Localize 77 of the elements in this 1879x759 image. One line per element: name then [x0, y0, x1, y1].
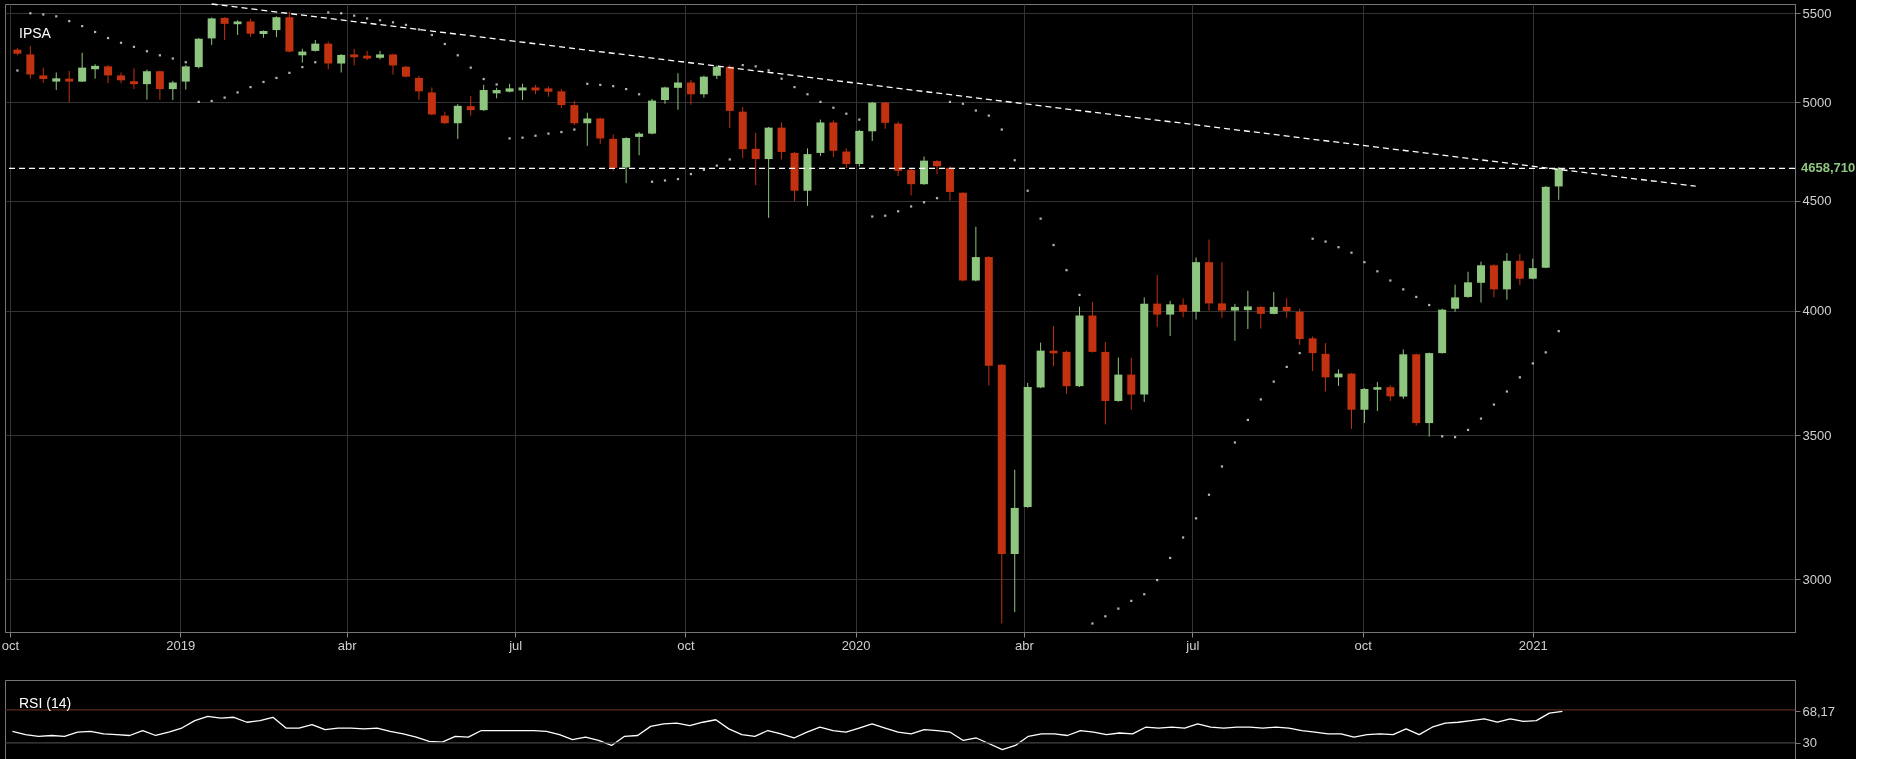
candlestick — [570, 100, 579, 126]
x-tick-label: abr — [1015, 637, 1035, 653]
candlestick — [933, 159, 942, 175]
candlestick — [155, 70, 164, 101]
ref-line-label: 4658,710 — [1801, 160, 1856, 176]
y-tick-label: 5500 — [1802, 5, 1832, 21]
candlestick — [1282, 297, 1291, 319]
candlestick — [220, 16, 229, 41]
x-tick-label: abr — [337, 637, 358, 653]
candlestick — [453, 103, 462, 140]
x-tick-label: 2020 — [841, 637, 871, 653]
candlestick — [466, 95, 475, 117]
y-tick-label: 4000 — [1802, 303, 1832, 319]
candlestick — [246, 18, 255, 38]
candlestick — [557, 88, 566, 109]
candlestick — [1217, 261, 1226, 319]
candlestick — [65, 70, 74, 103]
candlestick — [1230, 303, 1239, 342]
candlestick — [881, 101, 890, 130]
candlestick — [1243, 290, 1252, 330]
candlestick — [842, 147, 851, 169]
x-tick-label: oct — [1354, 637, 1373, 653]
line-series — [11, 710, 1564, 751]
y-tick-label: 30 — [1802, 735, 1817, 751]
x-tick-label: jul — [1185, 637, 1200, 653]
candlestick — [1179, 297, 1188, 318]
candlestick — [635, 131, 644, 156]
text: RSI (14) — [19, 695, 72, 711]
candlestick — [1127, 357, 1136, 411]
y-tick-label: 5000 — [1802, 94, 1832, 110]
candlestick — [427, 86, 436, 116]
candlestick — [920, 155, 929, 186]
candlestick — [1515, 253, 1524, 286]
candlestick — [142, 69, 151, 101]
candlestick — [1321, 342, 1330, 392]
x-tick-label: 2021 — [1518, 637, 1548, 653]
candlestick — [1360, 387, 1369, 424]
candlestick — [583, 112, 592, 147]
candlestick — [673, 72, 682, 111]
candlestick — [1373, 381, 1382, 412]
candlestick — [207, 17, 216, 46]
x-tick-label: oct — [677, 637, 695, 653]
candlestick — [1153, 274, 1162, 328]
candlestick — [1256, 305, 1265, 330]
candlestick — [479, 84, 488, 112]
y-tick-label: 4500 — [1802, 193, 1832, 209]
candlestick — [1308, 335, 1317, 372]
candlestick — [363, 50, 372, 61]
candlestick — [129, 67, 138, 90]
candlestick — [324, 41, 333, 70]
candlestick — [414, 75, 423, 101]
y-tick-label: 68,17 — [1802, 703, 1836, 719]
text: IPSA — [19, 25, 52, 41]
candlestick — [1464, 271, 1473, 299]
candlestick — [907, 168, 916, 196]
candlestick — [168, 80, 177, 101]
candlestick — [272, 15, 281, 38]
candlestick — [751, 132, 760, 186]
candlestick — [971, 226, 980, 282]
candlestick — [181, 64, 190, 91]
x-tick-label: oct — [1, 637, 20, 653]
x-tick-label: jul — [508, 637, 523, 653]
candlestick — [686, 79, 695, 106]
candlestick — [117, 72, 126, 84]
candlestick — [26, 45, 35, 80]
candlestick — [699, 75, 708, 99]
y-tick-label: 3000 — [1802, 571, 1832, 587]
candlestick — [1477, 261, 1485, 303]
candlestick — [1451, 284, 1460, 313]
candlestick — [337, 53, 346, 73]
x-tick-label: 2019 — [166, 637, 196, 653]
candlestick — [596, 117, 605, 145]
y-tick-label: 3500 — [1802, 427, 1832, 443]
candlestick — [1554, 166, 1563, 201]
candlestick — [104, 64, 113, 84]
candlestick — [1166, 300, 1175, 337]
candlestick — [78, 52, 87, 83]
